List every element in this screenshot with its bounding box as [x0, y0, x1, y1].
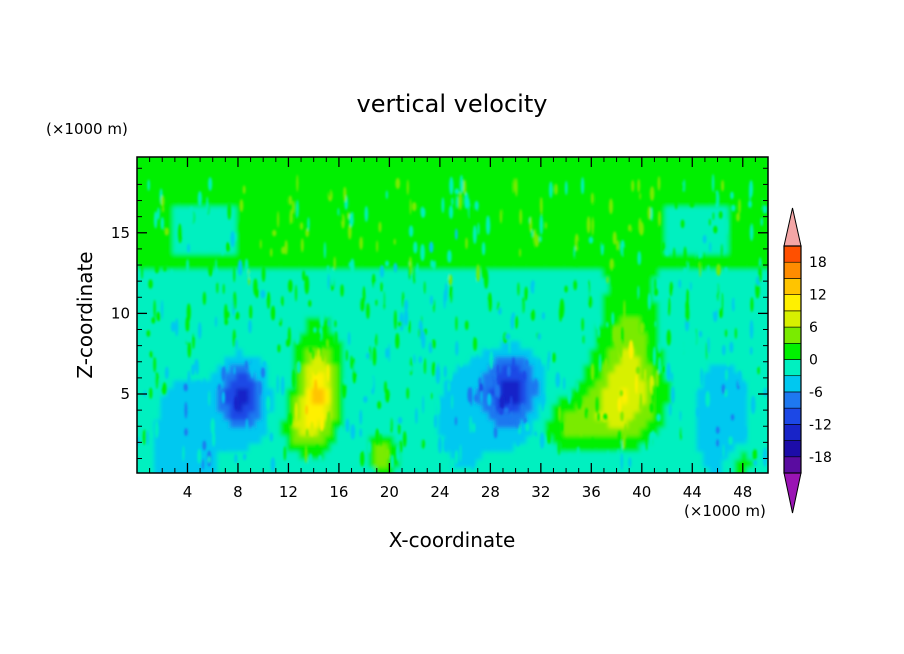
x-tick-label: 16 [329, 483, 348, 501]
colorbar-tick-label: 12 [809, 288, 827, 304]
x-tick-label: 4 [183, 483, 193, 501]
x-tick-label: 48 [733, 483, 752, 501]
colorbar-segment [783, 375, 802, 393]
x-tick-label: 20 [380, 483, 399, 501]
colorbar-tick-label: 6 [809, 320, 818, 336]
plot-area [136, 156, 769, 474]
y-tick-label: 10 [111, 304, 130, 322]
x-tick-label: 32 [531, 483, 550, 501]
colorbar: -18 -12 -6 0 6 12 18 [783, 207, 832, 514]
y-tick-label: 5 [120, 385, 130, 403]
colorbar-segment [783, 310, 802, 328]
y-tick-label: 15 [111, 224, 130, 242]
colorbar-segment [783, 407, 802, 425]
colorbar-extend-low [783, 472, 802, 514]
colorbar-segment [783, 245, 802, 263]
x-units-label: (×1000 m) [684, 502, 766, 520]
colorbar-segment [783, 391, 802, 409]
y-units-label: (×1000 m) [46, 120, 128, 138]
chart-title: vertical velocity [357, 90, 548, 118]
y-axis-label: Z-coordinate [73, 251, 97, 378]
colorbar-extend-high [783, 207, 802, 247]
colorbar-segment [783, 424, 802, 441]
colorbar-tick-label: -12 [809, 417, 832, 433]
x-tick-label: 40 [632, 483, 651, 501]
x-tick-label: 12 [279, 483, 298, 501]
x-tick-label: 44 [683, 483, 702, 501]
colorbar-segment [783, 456, 802, 474]
colorbar-tick-label: 18 [809, 255, 827, 271]
x-tick-label: 28 [481, 483, 500, 501]
colorbar-segment [783, 359, 802, 377]
colorbar-tick-label: 0 [809, 353, 818, 369]
x-tick-label: 36 [582, 483, 601, 501]
colorbar-segment [783, 278, 802, 295]
colorbar-segment [783, 261, 802, 279]
colorbar-tick-label: -6 [809, 385, 823, 401]
x-tick-label: 24 [430, 483, 449, 501]
colorbar-segment [783, 294, 802, 312]
x-tick-label: 8 [233, 483, 243, 501]
colorbar-segment [783, 342, 802, 360]
x-axis: 4 8 12 16 20 24 28 32 36 40 44 48 [149, 157, 756, 501]
colorbar-frame [783, 245, 802, 474]
colorbar-segment [783, 440, 802, 458]
y-axis: 5 10 15 [111, 167, 768, 459]
colorbar-tick-label: -18 [809, 450, 832, 466]
colorbar-segment [783, 326, 802, 344]
x-axis-label: X-coordinate [389, 528, 516, 552]
